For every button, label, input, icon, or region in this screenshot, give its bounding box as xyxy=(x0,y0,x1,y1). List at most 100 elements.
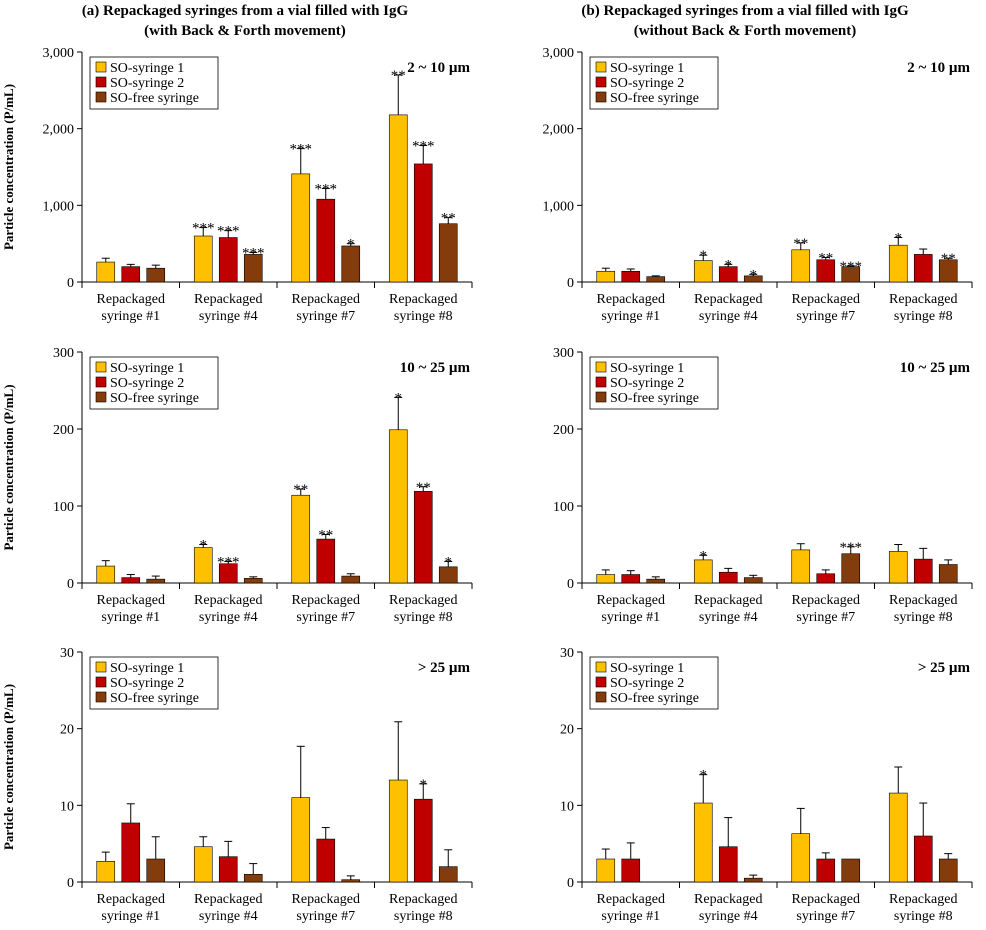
legend-swatch xyxy=(595,61,607,73)
significance-label: ** xyxy=(941,251,956,267)
y-tick-label: 0 xyxy=(67,577,74,592)
x-tick-label: Repackaged xyxy=(292,892,360,907)
legend-swatch xyxy=(95,691,107,703)
legend-label: SO-free syringe xyxy=(110,691,199,706)
bar xyxy=(146,578,166,584)
bar xyxy=(621,574,641,584)
legend-box xyxy=(589,356,719,410)
legend-swatch xyxy=(95,361,107,373)
significance-label: * xyxy=(895,231,903,247)
x-tick-label: Repackaged xyxy=(694,593,762,608)
legend-swatch xyxy=(95,76,107,88)
significance-label: ** xyxy=(441,211,456,227)
bar xyxy=(243,874,263,883)
bar xyxy=(413,163,433,283)
x-tick-label: syringe #7 xyxy=(296,909,355,924)
significance-label: * xyxy=(395,390,403,406)
legend-label: SO-syringe 2 xyxy=(110,76,184,91)
size-range-label: > 25 µm xyxy=(918,660,971,676)
significance-label: * xyxy=(347,237,355,253)
x-tick-label: syringe #1 xyxy=(601,909,660,924)
bar xyxy=(438,223,458,283)
y-tick-label: 30 xyxy=(560,646,574,661)
legend-swatch xyxy=(95,376,107,388)
bar xyxy=(146,267,166,283)
y-tick-label: 3,000 xyxy=(43,46,75,61)
legend-label: SO-syringe 1 xyxy=(610,661,684,676)
legend-swatch xyxy=(595,76,607,88)
bar xyxy=(646,276,666,283)
bar xyxy=(816,858,836,883)
x-tick-label: syringe #1 xyxy=(601,610,660,625)
y-tick-label: 20 xyxy=(60,723,74,738)
bar xyxy=(888,551,908,584)
chart-panel-a-10-25: Particle concentration (P/mL) 0 100 200 300 R… xyxy=(1,346,473,625)
legend-swatch xyxy=(595,676,607,688)
legend-label: SO-free syringe xyxy=(110,391,199,406)
bar xyxy=(121,577,141,584)
significance-label: *** xyxy=(412,139,435,155)
legend-label: SO-syringe 2 xyxy=(110,676,184,691)
bar xyxy=(291,494,311,584)
x-tick-label: syringe #8 xyxy=(394,610,453,625)
bar xyxy=(413,798,433,883)
bar xyxy=(413,491,433,584)
bar xyxy=(341,575,361,584)
legend-swatch xyxy=(595,391,607,403)
header-right-line2: (without Back & Forth movement) xyxy=(634,23,856,39)
x-tick-label: Repackaged xyxy=(597,292,665,307)
x-tick-label: Repackaged xyxy=(292,593,360,608)
bar xyxy=(938,858,958,883)
y-axis-label: Particle concentration (P/mL) xyxy=(1,84,16,250)
significance-label: * xyxy=(750,267,758,283)
x-tick-label: syringe #4 xyxy=(699,309,758,324)
x-tick-label: Repackaged xyxy=(389,593,457,608)
significance-label: * xyxy=(725,257,733,273)
header-left-line1: (a) Repackaged syringes from a vial fill… xyxy=(82,3,409,19)
x-tick-label: Repackaged xyxy=(194,892,262,907)
bar xyxy=(388,429,408,584)
bar xyxy=(596,858,616,883)
x-tick-label: Repackaged xyxy=(792,292,860,307)
x-tick-label: syringe #4 xyxy=(199,610,258,625)
size-range-label: 2 ~ 10 µm xyxy=(407,60,470,76)
y-tick-label: 0 xyxy=(67,276,74,291)
bar xyxy=(316,198,336,283)
bar xyxy=(218,237,238,283)
header-left-line2: (with Back & Forth movement) xyxy=(144,23,346,39)
significance-label: * xyxy=(700,768,708,784)
y-tick-label: 300 xyxy=(553,346,574,361)
x-tick-label: Repackaged xyxy=(889,292,957,307)
x-tick-label: syringe #7 xyxy=(796,309,855,324)
significance-label: *** xyxy=(290,142,313,158)
size-range-label: 10 ~ 25 µm xyxy=(400,360,471,376)
bar xyxy=(146,858,166,883)
bar xyxy=(791,249,811,283)
legend-swatch xyxy=(595,91,607,103)
y-tick-label: 1,000 xyxy=(543,199,575,214)
y-tick-label: 100 xyxy=(553,500,574,515)
y-tick-label: 0 xyxy=(67,876,74,891)
bar xyxy=(888,244,908,283)
x-tick-label: syringe #1 xyxy=(601,309,660,324)
y-tick-label: 1,000 xyxy=(43,199,75,214)
x-tick-label: syringe #1 xyxy=(101,610,160,625)
x-tick-label: Repackaged xyxy=(389,292,457,307)
y-tick-label: 20 xyxy=(560,723,574,738)
significance-label: ** xyxy=(416,480,431,496)
bar xyxy=(193,235,213,283)
x-tick-label: syringe #8 xyxy=(894,610,953,625)
bar xyxy=(621,858,641,883)
x-tick-label: Repackaged xyxy=(792,593,860,608)
significance-label: *** xyxy=(840,259,863,275)
x-tick-label: syringe #7 xyxy=(296,309,355,324)
x-tick-label: syringe #4 xyxy=(699,610,758,625)
legend-label: SO-syringe 1 xyxy=(110,661,184,676)
x-tick-label: Repackaged xyxy=(389,892,457,907)
significance-label: * xyxy=(445,554,453,570)
x-tick-label: syringe #4 xyxy=(199,909,258,924)
bar xyxy=(193,846,213,883)
y-axis-label: Particle concentration (P/mL) xyxy=(1,384,16,550)
x-tick-label: Repackaged xyxy=(97,593,165,608)
